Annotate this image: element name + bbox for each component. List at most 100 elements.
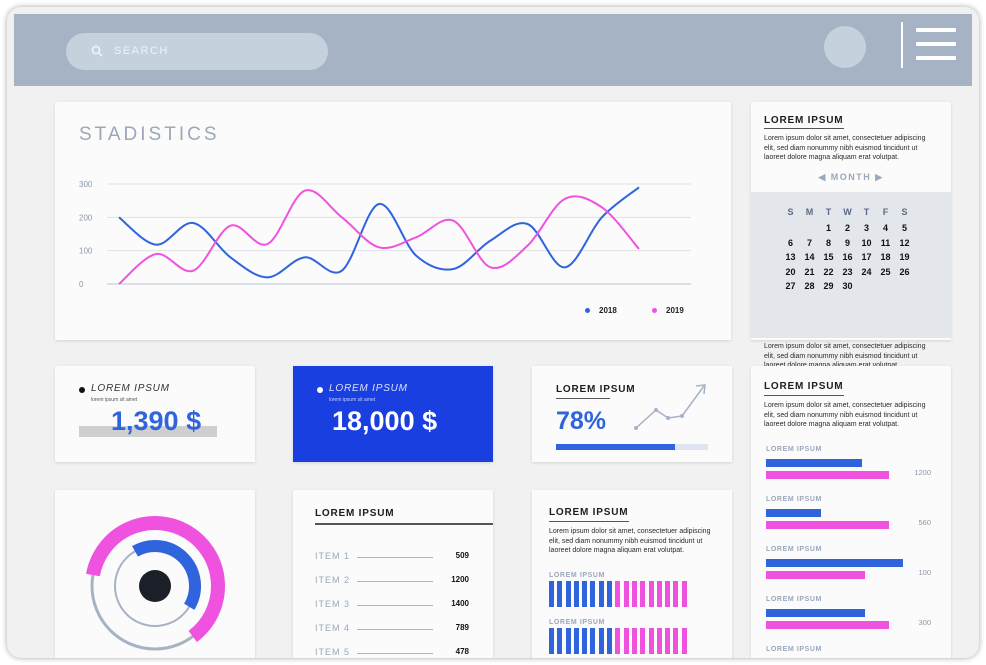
stripe-pink (640, 581, 646, 607)
kpi-1-label: LOREM IPSUM (91, 383, 170, 394)
day-of-week-label: T (863, 207, 870, 217)
month-selector[interactable]: ◀ MONTH ▶ (751, 172, 951, 183)
calendar-day[interactable]: 14 (804, 252, 815, 262)
avatar[interactable] (824, 26, 866, 68)
list-item[interactable]: ITEM 4 789 (315, 623, 475, 635)
calendar-day[interactable]: 26 (899, 266, 910, 277)
stripe-blue (607, 628, 613, 654)
calendar-day[interactable]: 5 (901, 223, 907, 233)
stripe-group-label: LOREM IPSUM (549, 572, 605, 579)
bar-blue (766, 459, 862, 467)
list-item[interactable]: ITEM 3 1400 (315, 599, 475, 611)
stripes-title: LOREM IPSUM (549, 507, 629, 518)
calendar-day[interactable]: 23 (842, 266, 853, 277)
bar-pink (766, 571, 865, 579)
bars-text: Lorem ipsum dolor sit amet, consectetuer… (764, 402, 926, 428)
item-name: ITEM 4 (315, 623, 351, 633)
item-leader-line (357, 581, 433, 582)
calendar-day[interactable]: 27 (785, 281, 796, 291)
calendar-day[interactable]: 7 (806, 237, 812, 248)
legend-2018: 2018 (585, 306, 617, 315)
calendar-day[interactable]: 20 (785, 266, 796, 277)
kpi-1-highlight (79, 426, 217, 437)
calendar-title: LOREM IPSUM (764, 115, 844, 126)
y-tick-label: 0 (79, 280, 84, 289)
calendar-day[interactable]: 24 (861, 266, 872, 277)
items-title-underline (315, 523, 493, 525)
donut-chart (86, 516, 225, 651)
calendar-day[interactable]: 18 (880, 252, 891, 262)
calendar-day[interactable]: 8 (825, 237, 831, 248)
calendar-day[interactable]: 13 (785, 252, 796, 262)
stripe-pink (648, 628, 654, 654)
y-tick-label: 300 (79, 180, 93, 189)
search-bar[interactable]: SEARCH (66, 33, 328, 70)
item-leader-line (357, 653, 433, 654)
calendar-footer-text: Lorem ipsum dolor sit amet, consectetuer… (764, 343, 926, 369)
list-item[interactable]: ITEM 1 509 (315, 551, 475, 563)
trend-arrow-icon (634, 384, 706, 430)
calendar-day[interactable]: 19 (899, 252, 910, 262)
stripe-pink (640, 628, 646, 654)
calendar-day[interactable]: 2 (844, 223, 850, 233)
stripe-blue (598, 628, 604, 654)
calendar-day[interactable]: 11 (880, 237, 891, 248)
day-of-week-label: T (825, 207, 832, 217)
y-tick-label: 200 (79, 213, 93, 222)
bars-title: LOREM IPSUM (764, 381, 844, 392)
statistics-card: STADISTICS 300 200 100 0 2018 2019 (55, 102, 731, 340)
calendar-day[interactable]: 6 (787, 237, 793, 248)
calendar-day[interactable]: 21 (804, 266, 815, 277)
calendar-day[interactable]: 15 (823, 252, 834, 262)
items-card: LOREM IPSUM ITEM 1 509 ITEM 2 1200 ITEM 3 140… (293, 490, 493, 658)
stripe-pink (665, 628, 671, 654)
stripe-blue (565, 628, 571, 654)
calendar-day[interactable]: 16 (842, 252, 853, 262)
stripe-pink (681, 581, 687, 607)
stripes-text: Lorem ipsum dolor sit amet, consectetuer… (549, 528, 711, 554)
hamburger-menu-icon[interactable] (916, 28, 956, 64)
stripe-pink (648, 581, 654, 607)
search-input[interactable]: SEARCH (114, 45, 169, 57)
calendar-day[interactable]: 4 (882, 223, 888, 233)
bar-group-label: LOREM IPSUM (766, 546, 822, 553)
stripe-pink (656, 581, 662, 607)
stripe-bar-group (549, 581, 694, 607)
calendar-day[interactable]: 9 (844, 237, 850, 248)
item-leader-line (357, 557, 433, 558)
kpi-2-value: 18,000 $ (332, 406, 438, 436)
calendar-day[interactable]: 12 (899, 237, 910, 248)
stripes-title-underline (549, 521, 629, 522)
legend-2019-marker (652, 308, 657, 314)
calendar-day[interactable]: 30 (842, 281, 853, 291)
next-month-icon[interactable]: ▶ (875, 172, 884, 182)
donut-inner-arc (132, 540, 201, 610)
item-name: ITEM 2 (315, 575, 351, 585)
kpi-1-bullet (79, 387, 85, 393)
stripe-blue (549, 628, 554, 654)
calendar-day[interactable]: 17 (861, 252, 872, 262)
bar-blue (766, 509, 821, 517)
list-item[interactable]: ITEM 5 478 (315, 647, 475, 658)
calendar-day[interactable]: 25 (880, 266, 891, 277)
donut-card (55, 490, 255, 658)
calendar-blank (800, 222, 819, 235)
calendar-day[interactable]: 22 (823, 266, 834, 277)
item-leader-line (357, 605, 433, 606)
calendar-day[interactable]: 10 (861, 237, 872, 248)
calendar-day[interactable]: 1 (825, 223, 831, 233)
day-of-week-label: F (882, 207, 889, 217)
kpi-3-underline (556, 398, 610, 399)
series-line-2018 (118, 186, 640, 279)
calendar-day[interactable]: 28 (804, 281, 815, 291)
kpi-2-bullet (317, 387, 323, 393)
calendar-day[interactable]: 29 (823, 281, 834, 291)
calendar-day[interactable]: 3 (863, 223, 869, 233)
prev-month-icon[interactable]: ◀ (818, 172, 827, 182)
list-item[interactable]: ITEM 2 1200 (315, 575, 475, 587)
kpi-card-2: LOREM IPSUM lorem ipsum sit amet 18,000 … (293, 366, 493, 462)
day-of-week-label: M (805, 207, 814, 217)
bar-pink (766, 621, 890, 629)
search-icon (91, 45, 103, 57)
item-value: 509 (455, 551, 469, 560)
